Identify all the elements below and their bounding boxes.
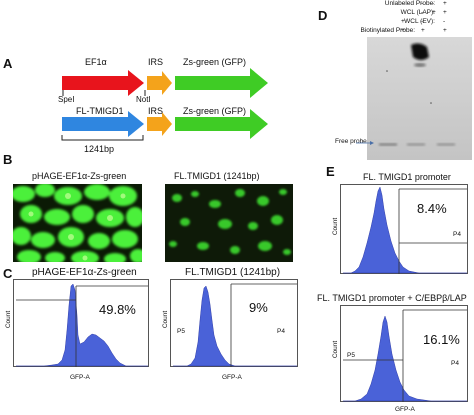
histogram-e-bottom-gate-right: P4 bbox=[451, 360, 459, 367]
histogram-e-bottom: 16.1% P5 P4 Count bbox=[332, 305, 468, 402]
histogram-right-title: FL.TMIGD1 (1241bp) bbox=[185, 267, 281, 278]
emsa-mark: - bbox=[421, 9, 424, 16]
panel-letter-c: C bbox=[3, 266, 13, 281]
histogram-c-right: 9% P5 P4 Count bbox=[162, 279, 298, 367]
histogram-c-right-gate-left: P5 bbox=[177, 328, 185, 335]
panel-letter-b: B bbox=[3, 152, 13, 167]
histogram-e-bottom-title: FL. TMIGD1 promoter + C/EBPβ/LAP bbox=[317, 293, 467, 303]
spei-site-label: SpeI bbox=[58, 95, 75, 104]
construct-1-diagram bbox=[62, 68, 268, 98]
construct2-irs-label: IRS bbox=[148, 106, 164, 116]
free-probe-label: Free probe bbox=[335, 138, 367, 145]
tmigd1-arrow bbox=[62, 111, 144, 137]
emsa-mark: - bbox=[432, 0, 435, 7]
construct1-promoter-label: EF1α bbox=[85, 57, 107, 67]
histogram-c-left-xlabel: GFP-A bbox=[70, 374, 90, 381]
histogram-left-title: pHAGE-EF1α-Zs-green bbox=[32, 267, 137, 278]
micrograph-right-title: FL.TMIGD1 (1241bp) bbox=[174, 171, 260, 181]
irs-arrow-2 bbox=[147, 112, 172, 136]
histogram-e-top-ylabel: Count bbox=[332, 217, 340, 236]
histogram-c-left-fill bbox=[16, 283, 148, 367]
histogram-e-top-title: FL. TMIGD1 promoter bbox=[363, 172, 451, 182]
emsa-row-wcl-lap: WCL (LAP): bbox=[400, 9, 435, 16]
histogram-c-left: 49.8% Count bbox=[5, 279, 149, 367]
histogram-c-right-percent: 9% bbox=[249, 300, 268, 315]
histogram-e-bottom-xlabel: GFP-A bbox=[395, 406, 415, 413]
emsa-gel-blot bbox=[367, 37, 472, 160]
emsa-mark: + bbox=[421, 27, 425, 34]
histogram-c-right-fill bbox=[173, 285, 297, 367]
construct2-reporter-label: Zs-green (GFP) bbox=[183, 106, 247, 116]
histogram-c-right-gate-right: P4 bbox=[277, 328, 285, 335]
free-probe-arrow bbox=[356, 141, 374, 145]
histogram-c-left-ylabel: Count bbox=[5, 310, 13, 329]
emsa-mark: + bbox=[401, 27, 405, 34]
histogram-e-bottom-percent: 16.1% bbox=[423, 332, 460, 347]
emsa-mark: + bbox=[401, 18, 405, 25]
histogram-e-top-fill bbox=[343, 186, 467, 274]
construct2-promoter-label: FL-TMIGD1 bbox=[76, 106, 124, 116]
emsa-mark: - bbox=[443, 18, 446, 25]
panel-letter-e: E bbox=[326, 164, 335, 179]
histogram-e-bottom-fill bbox=[343, 315, 467, 402]
emsa-mark: + bbox=[432, 9, 436, 16]
micrograph-right bbox=[165, 184, 293, 262]
emsa-row-biotinylated-probe: Biotinylated Probe: bbox=[360, 27, 415, 34]
zsgreen-arrow-2 bbox=[175, 109, 268, 139]
emsa-row-wcl-ev: WCL (EV): bbox=[404, 18, 435, 25]
histogram-c-right-xlabel: GFP-A bbox=[222, 374, 242, 381]
emsa-mark: + bbox=[443, 0, 447, 7]
construct1-irs-label: IRS bbox=[148, 57, 164, 67]
micrograph-left bbox=[13, 184, 142, 262]
histogram-e-bottom-ylabel: Count bbox=[332, 340, 340, 359]
histogram-e-top-gate: P4 bbox=[453, 231, 461, 238]
histogram-e-top: 8.4% P4 Count bbox=[332, 184, 468, 274]
shifted-band bbox=[411, 43, 429, 60]
construct-2-diagram bbox=[61, 109, 268, 141]
ef1a-arrow bbox=[62, 70, 144, 96]
histogram-c-left-percent: 49.8% bbox=[99, 302, 136, 317]
emsa-mark: - bbox=[421, 18, 424, 25]
panel-letter-a: A bbox=[3, 56, 13, 71]
emsa-mark: + bbox=[443, 27, 447, 34]
histogram-e-bottom-gate-left: P5 bbox=[347, 352, 355, 359]
construct1-reporter-label: Zs-green (GFP) bbox=[183, 57, 247, 67]
emsa-mark: + bbox=[443, 9, 447, 16]
panel-letter-d: D bbox=[318, 8, 328, 23]
micrograph-left-title: pHAGE-EF1α-Zs-green bbox=[32, 171, 127, 181]
emsa-mark: - bbox=[421, 0, 424, 7]
histogram-c-right-ylabel: Count bbox=[162, 310, 170, 329]
histogram-e-top-percent: 8.4% bbox=[417, 201, 447, 216]
length-label: 1241bp bbox=[84, 144, 115, 154]
length-bracket bbox=[61, 135, 144, 141]
emsa-row-unlabeled-probe: Unlabeled Probe: bbox=[384, 0, 435, 7]
noti-site-label: NotI bbox=[136, 95, 151, 104]
zsgreen-arrow bbox=[175, 68, 268, 98]
irs-arrow bbox=[147, 71, 172, 95]
